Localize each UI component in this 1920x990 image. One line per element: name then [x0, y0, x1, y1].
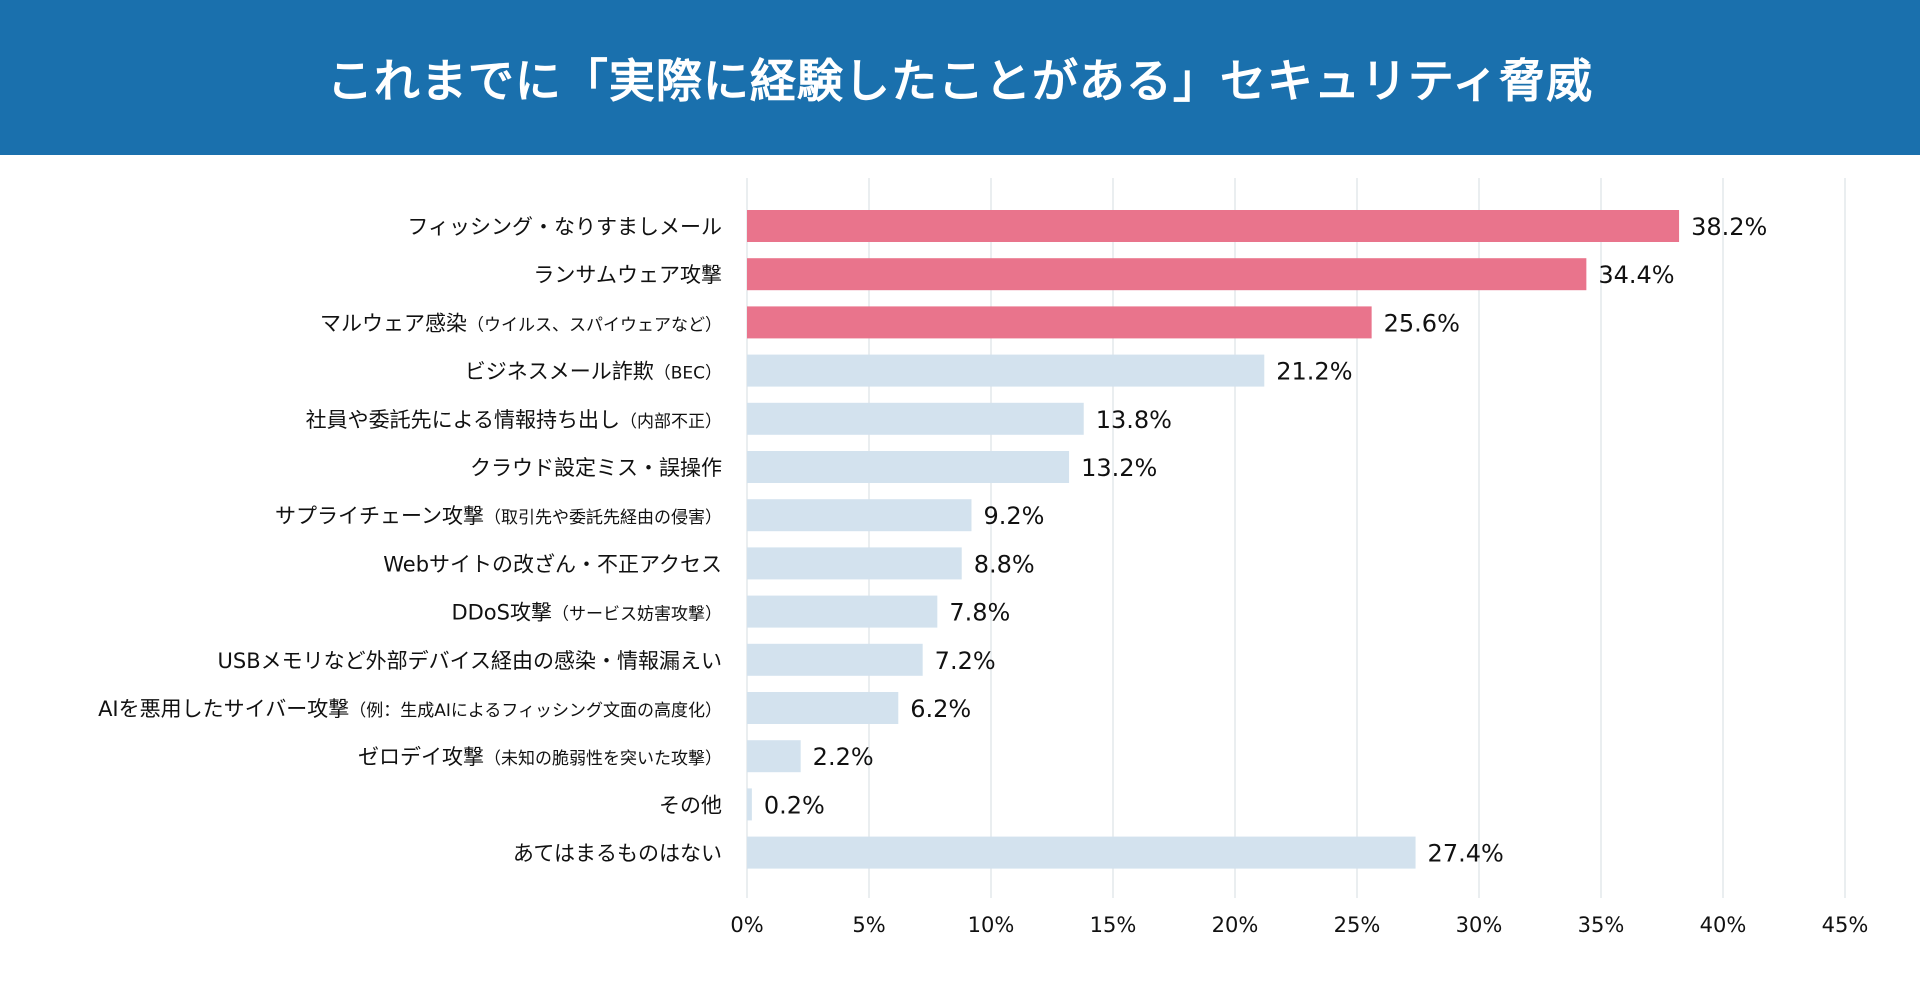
category-label-main: AIを悪用したサイバー攻撃 — [98, 697, 349, 721]
x-tick-label: 45% — [1822, 913, 1869, 937]
category-label: ゼロデイ攻撃（未知の脆弱性を突いた攻撃） — [358, 745, 722, 769]
category-label: その他 — [659, 793, 722, 817]
category-label-main: DDoS攻撃 — [451, 601, 552, 625]
value-label: 8.8% — [974, 550, 1035, 578]
x-axis-ticks: 0% 5% 10% 15% 20% 25% 30% 35% 40% 45% — [730, 913, 1868, 937]
category-label-main: フィッシング・なりすましメール — [407, 215, 722, 239]
bar — [747, 788, 752, 821]
x-tick-label: 40% — [1700, 913, 1747, 937]
bar — [747, 210, 1680, 242]
category-label-sub: （内部不正） — [620, 412, 722, 432]
x-tick-label: 15% — [1090, 913, 1137, 937]
category-label: USBメモリなど外部デバイス経由の感染・情報漏えい — [218, 649, 722, 673]
value-label: 34.4% — [1598, 261, 1674, 289]
category-label: ランサムウェア攻撃 — [533, 263, 722, 287]
category-label-main: ゼロデイ攻撃 — [358, 745, 484, 769]
category-label-main: 社員や委託先による情報持ち出し — [306, 408, 620, 432]
category-label-main: サプライチェーン攻撃 — [275, 504, 484, 528]
value-label: 7.8% — [949, 599, 1010, 627]
category-label-sub: （サービス妨害攻撃） — [552, 605, 722, 625]
category-label: マルウェア感染（ウイルス、スパイウェアなど） — [320, 311, 722, 335]
bars — [747, 210, 1680, 869]
value-labels: 38.2% 34.4% 25.6% 21.2% 13.8% 13.2% 9.2% 8.8% 7.… — [764, 213, 1767, 868]
category-label-main: クラウド設定ミス・誤操作 — [470, 456, 722, 480]
bar — [747, 740, 801, 773]
category-label-main: Webサイトの改ざん・不正アクセス — [383, 552, 722, 576]
bar — [747, 692, 899, 724]
category-label: フィッシング・なりすましメール — [407, 215, 722, 239]
x-tick-label: 5% — [852, 913, 885, 937]
value-label: 38.2% — [1691, 213, 1767, 241]
category-label-main: その他 — [659, 793, 722, 817]
bar — [747, 451, 1070, 483]
bar — [747, 499, 972, 532]
x-tick-label: 30% — [1456, 913, 1503, 937]
category-label-main: ランサムウェア攻撃 — [533, 263, 722, 287]
category-label-sub: （BEC） — [654, 364, 722, 384]
category-label: AIを悪用したサイバー攻撃（例：生成AIによるフィッシング文面の高度化） — [98, 697, 722, 721]
value-label: 0.2% — [764, 791, 825, 819]
chart-header: これまでに「実際に経験したことがある」セキュリティ脅威 — [0, 0, 1920, 155]
category-label: クラウド設定ミス・誤操作 — [470, 456, 722, 480]
category-label-sub: （未知の脆弱性を突いた攻撃） — [484, 749, 722, 769]
bar — [747, 402, 1084, 435]
chart-title: これまでに「実際に経験したことがある」セキュリティ脅威 — [326, 53, 1594, 108]
x-tick-label: 20% — [1212, 913, 1259, 937]
bar — [747, 595, 938, 628]
bar — [747, 643, 923, 676]
category-label-main: マルウェア感染 — [320, 311, 467, 335]
category-label-sub: （例：生成AIによるフィッシング文面の高度化） — [349, 701, 722, 721]
value-label: 13.2% — [1081, 454, 1157, 482]
x-tick-label: 25% — [1334, 913, 1381, 937]
value-label: 6.2% — [910, 695, 971, 723]
category-label: あてはまるものはない — [513, 842, 722, 866]
value-label: 9.2% — [983, 502, 1044, 530]
bar — [747, 306, 1372, 339]
category-label-sub: （取引先や委託先経由の侵害） — [484, 508, 722, 528]
bar — [747, 354, 1265, 387]
category-label: サプライチェーン攻撃（取引先や委託先経由の侵害） — [275, 504, 722, 528]
grid-lines — [746, 178, 1846, 898]
category-label-sub: （ウイルス、スパイウェアなど） — [467, 315, 722, 335]
value-label: 2.2% — [813, 743, 874, 771]
category-label: ビジネスメール詐欺（BEC） — [465, 360, 722, 384]
category-label: Webサイトの改ざん・不正アクセス — [383, 552, 722, 576]
value-label: 25.6% — [1384, 309, 1460, 337]
category-label: DDoS攻撃（サービス妨害攻撃） — [451, 601, 722, 625]
category-label-main: USBメモリなど外部デバイス経由の感染・情報漏えい — [218, 649, 722, 673]
category-label-main: あてはまるものはない — [513, 842, 722, 866]
category-labels: フィッシング・なりすましメールランサムウェア攻撃マルウェア感染（ウイルス、スパイ… — [98, 215, 722, 866]
value-label: 21.2% — [1276, 358, 1352, 386]
bar — [747, 836, 1416, 869]
bar — [747, 258, 1587, 291]
value-label: 27.4% — [1428, 840, 1504, 868]
x-tick-label: 0% — [730, 913, 763, 937]
value-label: 7.2% — [935, 647, 996, 675]
bar — [747, 547, 962, 580]
x-tick-label: 35% — [1578, 913, 1625, 937]
x-tick-label: 10% — [968, 913, 1015, 937]
category-label-main: ビジネスメール詐欺 — [465, 360, 654, 384]
category-label: 社員や委託先による情報持ち出し（内部不正） — [306, 408, 722, 432]
value-label: 13.8% — [1096, 406, 1172, 434]
